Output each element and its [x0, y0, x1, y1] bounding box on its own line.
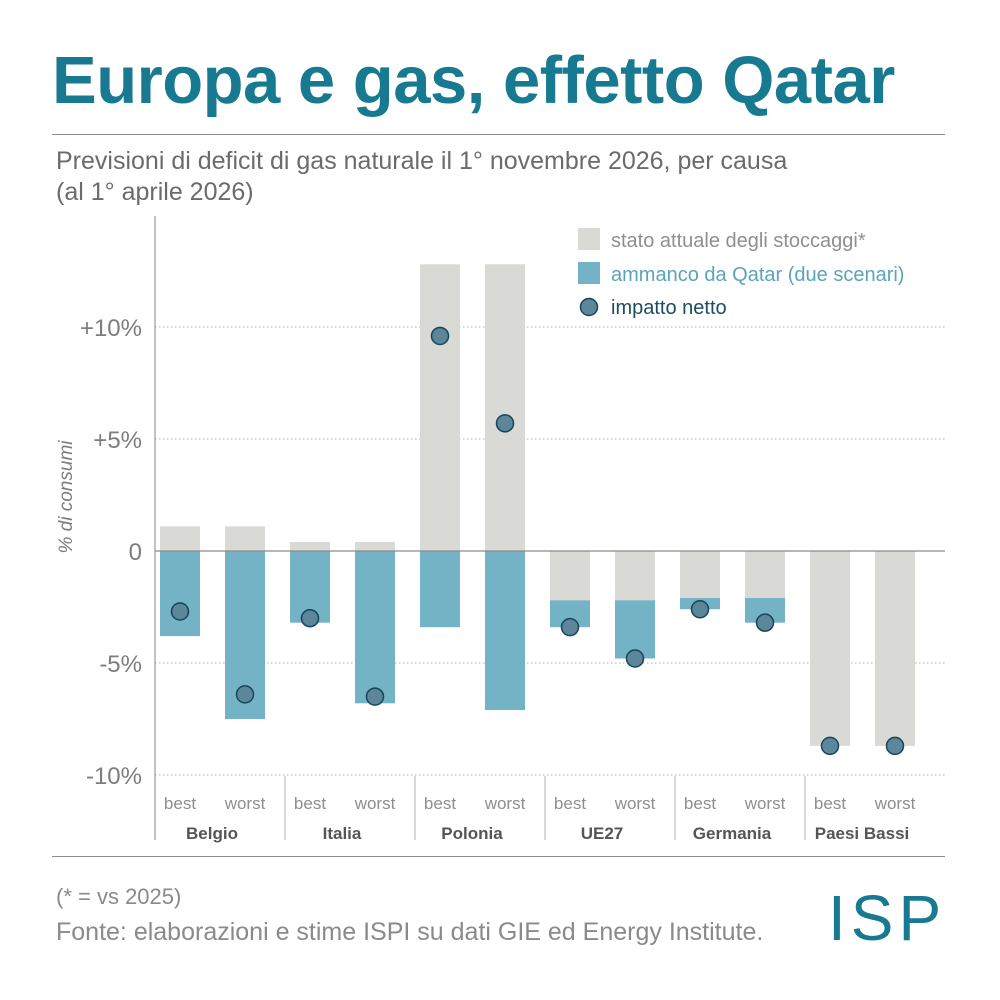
stock-bar [420, 264, 460, 551]
legend-net-dot [579, 297, 599, 317]
net-impact-dot [560, 617, 580, 637]
net-impact-dot [300, 608, 320, 628]
scenario-label: worst [224, 794, 266, 813]
legend-stock-label: stato attuale degli stoccaggi* [611, 230, 866, 252]
country-label: Polonia [441, 824, 503, 843]
scenario-label: worst [744, 794, 786, 813]
title-divider [52, 134, 945, 135]
scenario-label: worst [354, 794, 396, 813]
legend-qatar-swatch [578, 262, 600, 284]
scenario-label: best [164, 794, 196, 813]
subtitle-line-1: Previsioni di deficit di gas naturale il… [56, 147, 788, 175]
scenario-label: best [294, 794, 326, 813]
stock-bar [550, 551, 590, 601]
y-tick-label: -5% [99, 651, 142, 678]
scenario-label: best [814, 794, 846, 813]
net-impact-dot [755, 613, 775, 632]
stock-bar [225, 526, 265, 551]
ispi-logo-text: ISPI [828, 884, 948, 944]
stock-bar [290, 542, 330, 551]
net-impact-dot [885, 736, 905, 756]
scenario-label: worst [484, 794, 526, 813]
country-label: Paesi Bassi [815, 824, 910, 843]
y-tick-label: -10% [86, 763, 142, 790]
net-impact-dot [235, 685, 255, 704]
legend-stock-swatch [578, 228, 600, 250]
qatar-shortfall-bar [420, 551, 460, 628]
scenario-label: worst [614, 794, 656, 813]
country-label: Belgio [186, 824, 238, 843]
net-impact-dot [170, 602, 190, 621]
net-impact-dot [625, 649, 645, 668]
source-note: Fonte: elaborazioni e stime ISPI su dati… [56, 918, 764, 946]
stock-bar [355, 542, 395, 551]
qatar-shortfall-bar [615, 600, 655, 659]
net-impact-dot [820, 736, 840, 756]
y-tick-label: +5% [93, 427, 142, 454]
subtitle-line-2: (al 1° aprile 2026) [56, 178, 254, 206]
country-label: Italia [323, 824, 362, 843]
net-impact-dot [495, 414, 515, 433]
footnote: (* = vs 2025) [56, 884, 182, 909]
stock-bar [160, 526, 200, 551]
net-impact-dot [690, 599, 710, 619]
country-label: Germania [693, 824, 772, 843]
y-axis-title: % di consumi [56, 440, 77, 554]
scenario-label: best [684, 794, 716, 813]
net-impact-dot [430, 326, 450, 346]
y-tick-label: 0 [129, 539, 142, 566]
y-tick-label: +10% [80, 315, 142, 342]
qatar-shortfall-bar [485, 551, 525, 711]
stock-bar [680, 551, 720, 599]
chart-area: +10% +5% 0 -5% -10% % di consumi best worst Belg… [56, 216, 945, 843]
stock-bar [745, 551, 785, 599]
country-label: UE27 [581, 824, 624, 843]
chart-subtitle: Previsioni di deficit di gas naturale il… [56, 146, 936, 208]
qatar-shortfall-bar [160, 551, 200, 637]
scenario-label: best [424, 794, 456, 813]
stock-bar [810, 551, 850, 746]
net-impact-dot [365, 687, 385, 706]
scenario-label: best [554, 794, 586, 813]
page-title: Europa e gas, effetto Qatar [52, 43, 895, 118]
stock-bar [875, 551, 915, 746]
qatar-shortfall-bar [355, 551, 395, 704]
scenario-label: worst [874, 794, 916, 813]
stock-bar [615, 551, 655, 601]
legend-net-label: impatto netto [611, 297, 727, 319]
legend-qatar-label: ammanco da Qatar (due scenari) [611, 264, 904, 286]
ispi-logo: ISPI [828, 884, 948, 944]
stock-bar [485, 264, 525, 551]
footer-divider [52, 856, 945, 857]
